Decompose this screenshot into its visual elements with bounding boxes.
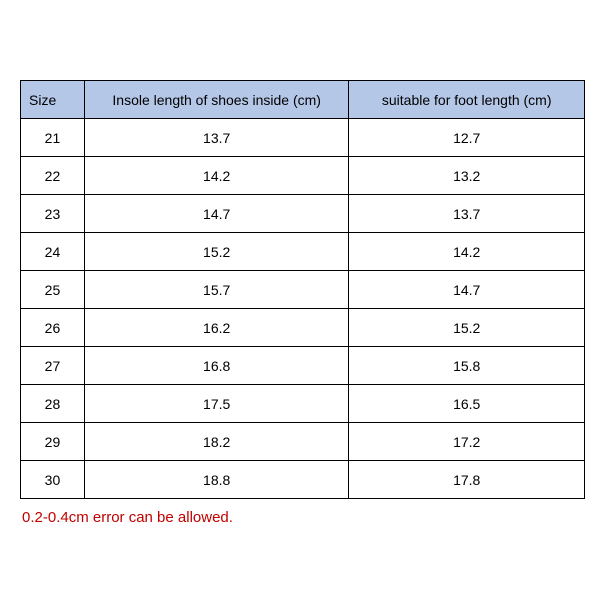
cell-size: 28 [21, 385, 85, 423]
cell-insole: 17.5 [84, 385, 348, 423]
table-body: 2113.712.72214.213.22314.713.72415.214.2… [21, 119, 585, 499]
cell-insole: 15.2 [84, 233, 348, 271]
cell-size: 26 [21, 309, 85, 347]
cell-foot: 13.2 [349, 157, 585, 195]
table-row: 2716.815.8 [21, 347, 585, 385]
cell-size: 27 [21, 347, 85, 385]
header-insole: Insole length of shoes inside (cm) [84, 81, 348, 119]
cell-insole: 14.2 [84, 157, 348, 195]
cell-foot: 13.7 [349, 195, 585, 233]
header-foot: suitable for foot length (cm) [349, 81, 585, 119]
table-row: 2214.213.2 [21, 157, 585, 195]
cell-insole: 15.7 [84, 271, 348, 309]
cell-size: 23 [21, 195, 85, 233]
cell-insole: 16.2 [84, 309, 348, 347]
cell-insole: 14.7 [84, 195, 348, 233]
cell-size: 21 [21, 119, 85, 157]
cell-insole: 16.8 [84, 347, 348, 385]
cell-foot: 17.2 [349, 423, 585, 461]
table-row: 2817.516.5 [21, 385, 585, 423]
cell-foot: 14.2 [349, 233, 585, 271]
cell-foot: 14.7 [349, 271, 585, 309]
cell-insole: 18.2 [84, 423, 348, 461]
table-header-row: Size Insole length of shoes inside (cm) … [21, 81, 585, 119]
cell-foot: 15.2 [349, 309, 585, 347]
cell-foot: 16.5 [349, 385, 585, 423]
table-row: 2616.215.2 [21, 309, 585, 347]
table-row: 2515.714.7 [21, 271, 585, 309]
table-row: 2918.217.2 [21, 423, 585, 461]
table-row: 3018.817.8 [21, 461, 585, 499]
cell-foot: 12.7 [349, 119, 585, 157]
cell-size: 24 [21, 233, 85, 271]
table-row: 2113.712.7 [21, 119, 585, 157]
cell-foot: 17.8 [349, 461, 585, 499]
cell-size: 29 [21, 423, 85, 461]
size-table: Size Insole length of shoes inside (cm) … [20, 80, 585, 499]
size-table-container: Size Insole length of shoes inside (cm) … [20, 80, 580, 499]
table-row: 2415.214.2 [21, 233, 585, 271]
header-size: Size [21, 81, 85, 119]
cell-insole: 13.7 [84, 119, 348, 157]
cell-size: 25 [21, 271, 85, 309]
footer-note: 0.2-0.4cm error can be allowed. [20, 509, 580, 526]
table-row: 2314.713.7 [21, 195, 585, 233]
cell-insole: 18.8 [84, 461, 348, 499]
cell-size: 30 [21, 461, 85, 499]
cell-foot: 15.8 [349, 347, 585, 385]
cell-size: 22 [21, 157, 85, 195]
